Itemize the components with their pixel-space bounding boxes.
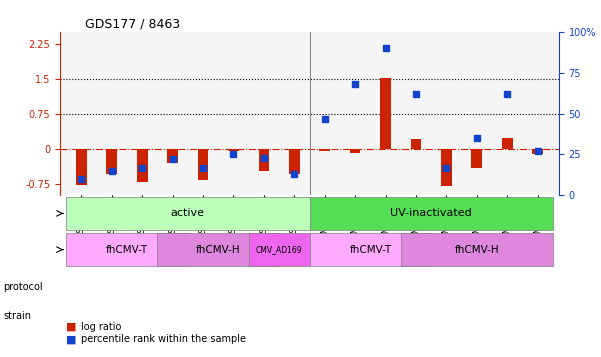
FancyBboxPatch shape xyxy=(401,233,553,266)
Bar xyxy=(76,149,87,185)
Text: CMV_AD169: CMV_AD169 xyxy=(256,245,302,254)
Bar xyxy=(106,149,117,174)
Bar xyxy=(471,149,482,168)
FancyBboxPatch shape xyxy=(310,233,431,266)
Text: fhCMV-H: fhCMV-H xyxy=(196,245,240,255)
Bar xyxy=(441,149,452,186)
Bar xyxy=(289,149,300,174)
FancyBboxPatch shape xyxy=(249,233,310,266)
Bar xyxy=(228,149,239,151)
Bar xyxy=(258,149,269,171)
FancyBboxPatch shape xyxy=(66,197,310,230)
FancyBboxPatch shape xyxy=(157,233,279,266)
Bar xyxy=(380,78,391,149)
Bar xyxy=(319,149,330,151)
Text: ■: ■ xyxy=(66,322,76,332)
Text: GDS177 / 8463: GDS177 / 8463 xyxy=(85,18,180,31)
Text: strain: strain xyxy=(3,311,31,321)
Text: log ratio: log ratio xyxy=(81,322,121,332)
Bar xyxy=(137,149,148,182)
Text: fhCMV-T: fhCMV-T xyxy=(349,245,391,255)
FancyBboxPatch shape xyxy=(66,233,188,266)
Text: ■: ■ xyxy=(66,334,76,344)
Bar xyxy=(410,139,421,149)
Text: fhCMV-T: fhCMV-T xyxy=(106,245,148,255)
Bar xyxy=(502,139,513,149)
Bar xyxy=(167,149,178,163)
Bar xyxy=(198,149,209,180)
Text: protocol: protocol xyxy=(3,282,43,292)
FancyBboxPatch shape xyxy=(310,197,553,230)
Text: percentile rank within the sample: percentile rank within the sample xyxy=(81,334,246,344)
Text: UV-inactivated: UV-inactivated xyxy=(390,208,472,218)
Bar xyxy=(350,149,361,153)
Bar xyxy=(532,149,543,154)
Text: fhCMV-H: fhCMV-H xyxy=(454,245,499,255)
Text: active: active xyxy=(171,208,205,218)
